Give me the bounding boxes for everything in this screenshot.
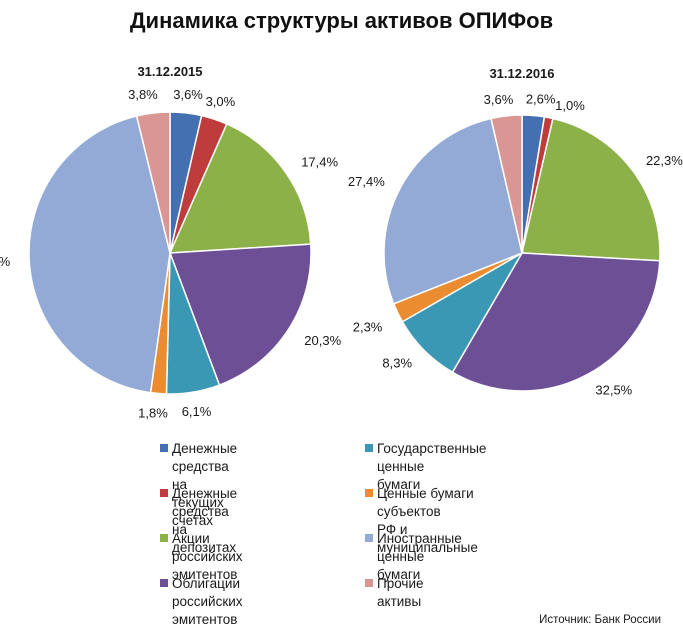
pie-slice: [28, 115, 171, 394]
data-label: 44,0%: [0, 254, 11, 269]
data-label: 1,0%: [555, 98, 585, 113]
legend-swatch: [160, 534, 168, 542]
data-label: 1,8%: [138, 405, 168, 420]
legend-label: Денежные средства на депозитах: [172, 486, 238, 555]
data-label: 22,3%: [646, 153, 683, 168]
legend-label: Ценные бумаги субъектов РФ и муниципальн…: [377, 486, 478, 555]
source-note: Источник: Банк России: [539, 614, 661, 626]
pie-slice: [168, 243, 312, 387]
data-label: 17,4%: [301, 154, 338, 169]
pie-title: 31.12.2015: [137, 64, 202, 79]
legend-swatch: [160, 579, 168, 587]
data-label: 3,0%: [206, 94, 236, 109]
legend-swatch: [365, 489, 373, 497]
legend-swatch: [160, 489, 168, 497]
data-label: 3,6%: [173, 87, 203, 102]
legend-label: Иностранные ценные бумаги: [377, 531, 462, 582]
pie-2016: 31.12.2016 2,6% 1,0% 22,3% 32,5% 8,3% 2,3% 27,4…: [348, 66, 683, 398]
pie-slice: [451, 252, 661, 392]
data-label: 20,3%: [304, 333, 341, 348]
pie-slice: [135, 111, 171, 254]
legend-swatch: [365, 444, 373, 452]
pie-slice: [168, 122, 312, 254]
data-label: 3,6%: [484, 92, 514, 107]
data-label: 3,8%: [128, 87, 158, 102]
data-label: 2,3%: [353, 319, 383, 334]
pie-slice: [521, 117, 661, 262]
legend-swatch: [365, 534, 373, 542]
pie-charts: 31.12.20153,6%3,0%17,4%20,3%6,1%1,8%44,0…: [0, 64, 683, 420]
pie-title: 31.12.2016: [489, 66, 554, 81]
chart-title: Динамика структуры активов ОПИФов: [129, 8, 554, 33]
legend-label: Денежные средства на текущих счетах: [172, 441, 238, 528]
data-label: 27,4%: [348, 174, 385, 189]
legend-label: Прочие активы: [377, 576, 424, 609]
pie-slice: [383, 117, 523, 305]
legend-swatch: [365, 579, 373, 587]
data-label: 32,5%: [595, 383, 632, 398]
legend-label: Акции российских эмитентов: [172, 531, 243, 582]
data-label: 8,3%: [382, 355, 412, 370]
pie-slice: [490, 114, 523, 254]
pie-2015: 31.12.2015 3,6%3,0% 17,4% 20,3% 6,1% 1,8% 44,0…: [0, 64, 342, 420]
data-label: 6,1%: [182, 404, 212, 419]
legend-label: Облигации российских эмитентов: [172, 576, 243, 627]
legend-swatch: [160, 444, 168, 452]
data-label: 2,6%: [526, 92, 556, 107]
legend-label: Государственные ценные бумаги: [377, 441, 487, 492]
